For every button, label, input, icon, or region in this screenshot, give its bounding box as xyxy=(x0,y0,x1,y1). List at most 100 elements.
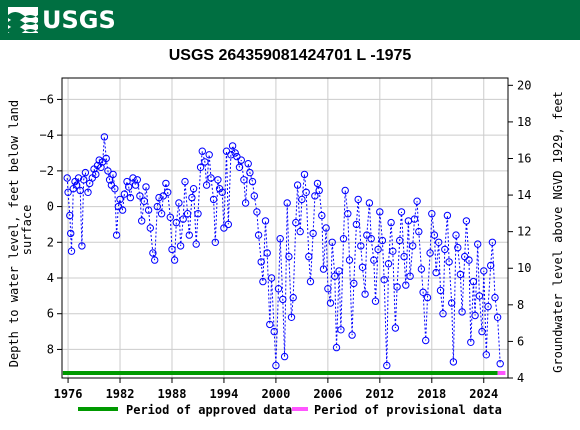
data-point xyxy=(194,210,202,218)
usgs-logo[interactable]: USGS xyxy=(8,5,116,35)
data-point xyxy=(471,311,479,320)
legend-swatch-provisional xyxy=(292,407,308,411)
data-point xyxy=(380,276,388,284)
data-point xyxy=(370,256,378,264)
data-point xyxy=(198,147,207,155)
x-tick-label: 1982 xyxy=(106,387,135,401)
legend-swatch-approved xyxy=(78,407,118,411)
data-point xyxy=(315,186,323,195)
data-point xyxy=(250,192,259,200)
data-point xyxy=(413,197,421,205)
data-point xyxy=(296,227,304,236)
data-point xyxy=(306,277,315,286)
data-point xyxy=(120,190,129,198)
data-point xyxy=(350,279,358,288)
data-point xyxy=(202,181,211,189)
y-right-tick-label: 18 xyxy=(517,115,531,129)
data-point xyxy=(104,167,112,175)
data-point xyxy=(341,186,349,195)
data-point xyxy=(159,192,168,200)
data-point xyxy=(345,256,354,264)
x-tick-label: 1988 xyxy=(158,387,187,401)
data-point xyxy=(78,242,86,250)
y-axis-right-label: Groundwater level above NGVD 1929, feet xyxy=(551,91,565,373)
data-point xyxy=(449,358,458,366)
data-point xyxy=(480,267,488,275)
data-point xyxy=(105,176,114,184)
data-point xyxy=(211,238,220,247)
x-tick-label: 2006 xyxy=(313,387,342,401)
y-left-tick-label: −2 xyxy=(40,164,54,178)
provisional-period-bar xyxy=(497,371,506,375)
data-point xyxy=(207,174,215,182)
data-point xyxy=(112,231,121,239)
data-point xyxy=(475,292,484,300)
data-point xyxy=(462,217,471,225)
data-point xyxy=(254,231,263,239)
data-point xyxy=(168,245,176,254)
legend-label-provisional: Period of provisional data xyxy=(314,403,502,417)
data-point xyxy=(63,174,71,182)
data-point xyxy=(478,327,486,336)
data-point xyxy=(185,231,194,239)
y-left-tick-label: 2 xyxy=(47,235,54,249)
data-point xyxy=(166,213,175,222)
data-point xyxy=(126,193,135,202)
y-axis-right: 4 6 8 10 12 14 16 18 20 xyxy=(508,78,531,385)
data-point xyxy=(267,274,276,282)
data-point xyxy=(129,174,137,182)
data-point xyxy=(228,142,237,150)
x-tick-label: 2024 xyxy=(469,387,498,401)
y-axis-left: −6 −4 −2 0 2 4 6 8 xyxy=(40,92,62,356)
data-point xyxy=(170,256,179,264)
data-point xyxy=(136,192,144,200)
data-point xyxy=(465,256,473,264)
data-point xyxy=(432,268,440,277)
data-point xyxy=(367,235,375,243)
y-left-tick-label: −6 xyxy=(40,92,54,106)
data-point xyxy=(309,229,317,238)
data-point xyxy=(443,211,452,220)
data-point xyxy=(214,176,222,184)
usgs-logo-text: USGS xyxy=(42,6,116,34)
y-left-tick-label: −4 xyxy=(40,128,54,142)
y-left-tick-label: 0 xyxy=(47,200,54,214)
y-right-tick-label: 10 xyxy=(517,261,531,275)
data-point xyxy=(319,265,328,273)
data-point xyxy=(302,188,310,197)
data-point xyxy=(363,231,371,239)
data-point xyxy=(348,331,356,339)
data-point xyxy=(81,168,90,177)
data-point xyxy=(123,177,131,186)
data-point xyxy=(270,327,278,336)
data-point xyxy=(153,202,162,211)
data-point xyxy=(201,158,209,166)
data-point xyxy=(328,238,336,247)
data-point xyxy=(248,177,257,186)
data-point xyxy=(280,352,289,361)
data-point xyxy=(467,338,475,346)
data-point xyxy=(482,351,490,359)
data-point xyxy=(162,179,170,188)
data-point xyxy=(311,192,319,200)
data-point xyxy=(313,179,322,188)
data-point xyxy=(352,220,361,229)
data-point xyxy=(402,281,410,289)
data-point xyxy=(293,181,302,189)
data-point xyxy=(378,236,387,245)
data-point xyxy=(76,186,84,195)
data-point xyxy=(335,267,343,275)
data-point xyxy=(142,183,150,191)
data-point xyxy=(224,220,233,229)
data-point xyxy=(374,245,382,254)
data-point xyxy=(92,170,100,179)
data-point xyxy=(263,249,271,257)
data-point xyxy=(324,285,332,293)
data-point xyxy=(484,302,492,311)
data-point xyxy=(279,295,287,304)
data-point xyxy=(439,310,447,318)
data-point xyxy=(337,326,345,334)
data-point xyxy=(125,183,133,191)
data-point xyxy=(80,176,88,184)
data-point xyxy=(240,176,248,184)
